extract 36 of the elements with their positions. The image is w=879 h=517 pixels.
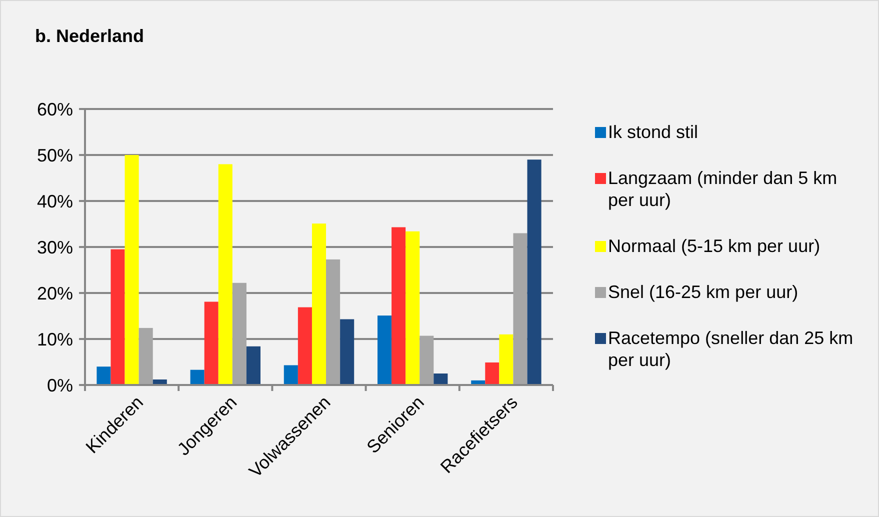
bar [232,282,246,385]
bar [485,362,500,385]
legend-label: Racetempo (sneller dan 25 km per uur) [608,328,854,370]
legend-label: Langzaam (minder dan 5 km per uur) [608,168,838,210]
chart-title: b. Nederland [35,26,144,46]
bar [190,370,204,385]
bar [513,233,528,385]
bar [340,319,354,385]
bar [138,328,153,385]
bar [420,336,434,385]
y-tick-label: 20% [36,283,73,304]
bar [434,374,448,385]
y-tick-label: 30% [36,237,73,258]
bar [499,334,514,385]
bar [96,366,111,385]
y-tick-label: 60% [36,99,73,120]
bar [378,316,392,385]
bar [312,224,326,385]
y-tick-label: 50% [36,145,73,166]
bar [246,346,260,385]
y-tick-label: 0% [46,375,73,396]
bar [298,307,312,385]
bar [124,155,139,385]
bar [204,302,218,385]
legend-label: Normaal (5-15 km per uur) [608,236,820,256]
legend-label: Ik stond stil [608,122,698,142]
y-tick-label: 40% [36,191,73,212]
bar [392,227,406,385]
bar [406,231,420,385]
bar [218,164,232,385]
bar [326,259,340,385]
bar [110,249,125,385]
bar [527,160,542,385]
legend-label: Snel (16-25 km per uur) [608,282,798,302]
bar [284,365,298,385]
y-tick-label: 10% [36,329,73,350]
